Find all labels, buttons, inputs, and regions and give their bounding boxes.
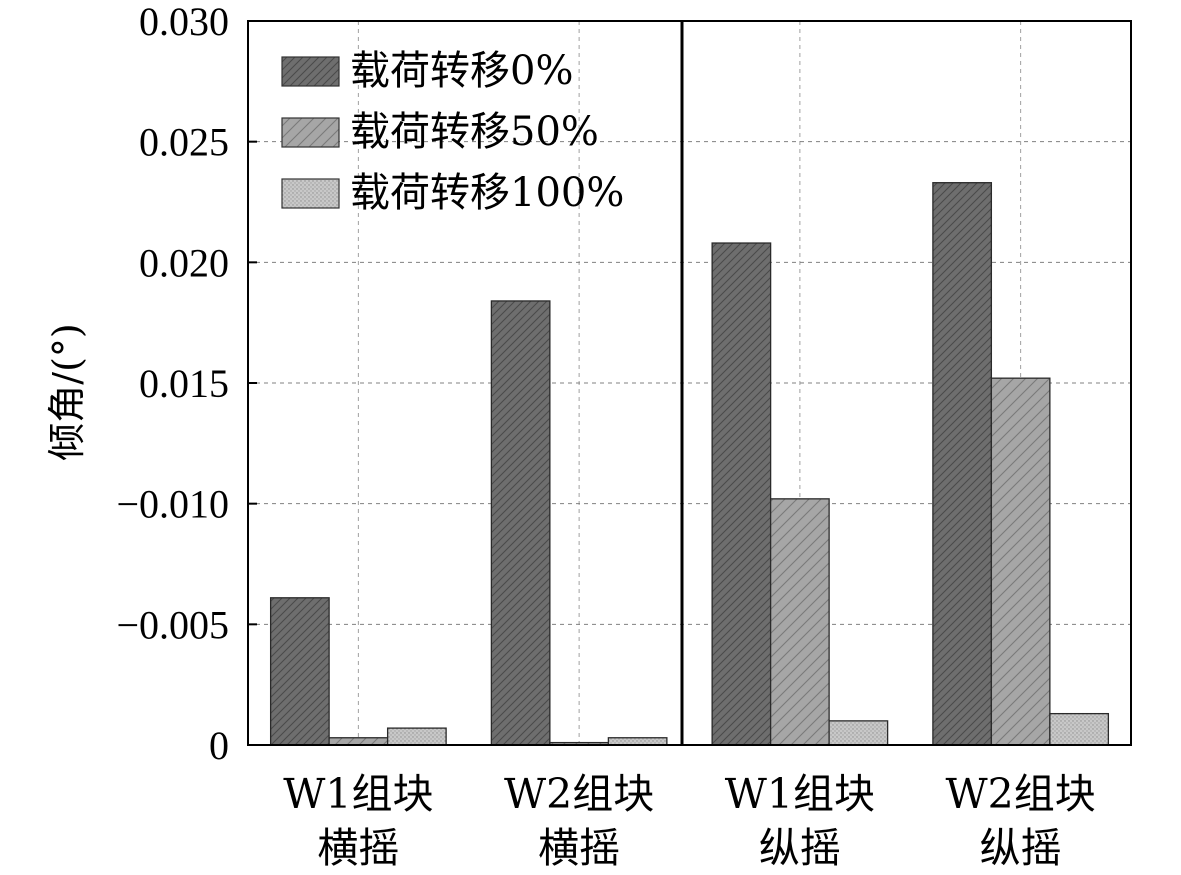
y-tick-label-2: 0.020 [139, 240, 229, 285]
y-axis-ticks: 0.030 0.025 0.020 0.015 −0.010 −0.005 0 [116, 0, 257, 768]
bar-3-series-0 [932, 182, 993, 746]
legend-swatch-2 [281, 178, 340, 209]
bar-1-series-0 [490, 300, 551, 746]
bar-2-series-2 [828, 720, 889, 746]
legend: 载荷转移0% 载荷转移50% 载荷转移100% [281, 48, 624, 216]
grid-lines [248, 21, 1131, 745]
y-tick-label-1: 0.025 [139, 120, 229, 165]
y-tick-label-4: −0.010 [116, 482, 229, 527]
x-category-label-0-line2: 横摇 [317, 824, 399, 872]
bar-0-series-0 [269, 597, 330, 746]
bars [269, 182, 1110, 746]
x-category-label-1-line1: W2组块 [504, 770, 654, 818]
x-category-label-2-line2: 纵摇 [759, 824, 841, 872]
legend-label-2: 载荷转移100% [350, 170, 624, 216]
bar-2-series-0 [711, 242, 772, 746]
y-tick-label-6: 0 [209, 723, 229, 768]
y-tick-label-0: 0.030 [139, 0, 229, 44]
x-category-label-2-line1: W1组块 [725, 770, 875, 818]
bar-0-series-2 [386, 727, 447, 746]
bar-3-series-2 [1049, 712, 1110, 746]
bar-0-series-1 [328, 737, 389, 746]
x-category-label-1-line2: 横摇 [538, 824, 620, 872]
bar-3-series-1 [990, 377, 1051, 746]
y-axis-title: 倾角/(°) [45, 323, 89, 460]
legend-label-1: 载荷转移50% [350, 109, 599, 155]
x-category-label-3-line2: 纵摇 [980, 824, 1062, 872]
bar-2-series-1 [769, 498, 830, 746]
y-tick-label-5: −0.005 [116, 602, 229, 647]
legend-label-0: 载荷转移0% [350, 48, 573, 94]
y-tick-label-3: 0.015 [139, 361, 229, 406]
legend-swatch-1 [281, 117, 340, 148]
bar-1-series-2 [607, 737, 668, 746]
x-category-label-0-line1: W1组块 [283, 770, 433, 818]
legend-swatch-0 [281, 56, 340, 87]
x-category-label-3-line1: W2组块 [946, 770, 1096, 818]
